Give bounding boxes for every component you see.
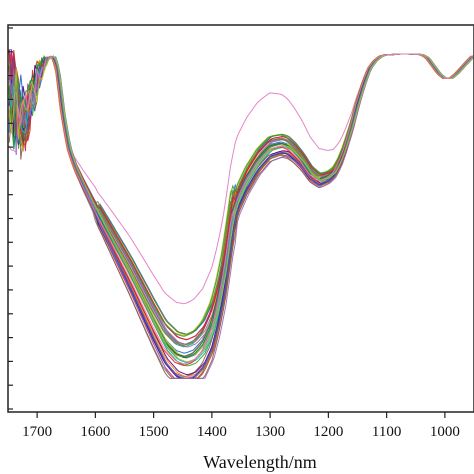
spectrum-line (8, 53, 473, 365)
x-tick-label: 1500 (139, 424, 169, 440)
x-tick-label: 1600 (80, 424, 110, 440)
x-tick-label: 1400 (197, 424, 227, 440)
x-tick-label: 1000 (430, 424, 460, 440)
x-tick-label: 1700 (22, 424, 52, 440)
x-tick-label: 1100 (372, 424, 401, 440)
series-layer (8, 49, 474, 379)
x-axis-title: Wavelength/nm (203, 452, 317, 472)
x-tick-label: 1300 (255, 424, 285, 440)
x-axis-ticks: 1700 1600 1500 1400 1300 1200 1100 1000 (22, 412, 460, 440)
y-axis-ticks (8, 27, 13, 410)
x-tick-label: 1200 (313, 424, 343, 440)
